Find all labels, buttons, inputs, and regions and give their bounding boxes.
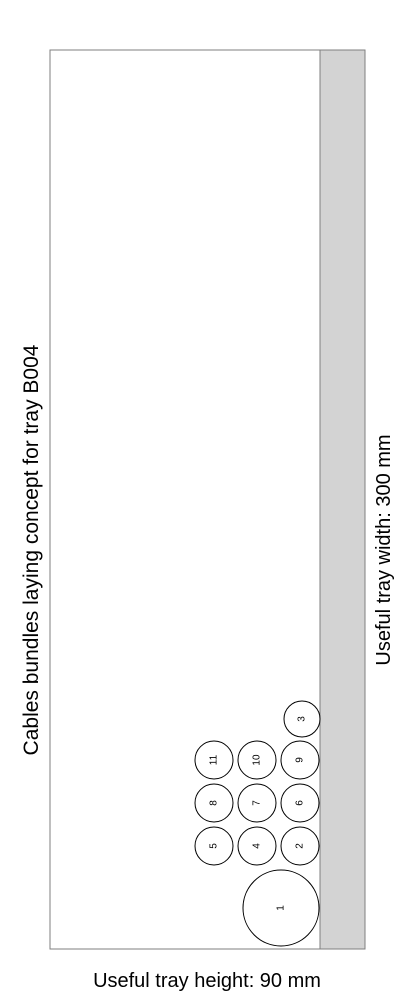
cable-bundle-1: 1 xyxy=(242,869,320,947)
cable-circle xyxy=(194,783,234,823)
diagram-title: Cables bundles laying concept for tray B… xyxy=(20,344,43,755)
cable-circle xyxy=(194,826,234,866)
cable-circle xyxy=(237,826,277,866)
cable-bundle-2: 2 xyxy=(280,826,320,866)
cable-label: 9 xyxy=(295,757,306,763)
cable-bundle-7: 7 xyxy=(237,783,277,823)
cable-circle xyxy=(237,740,277,780)
cable-bundle-10: 10 xyxy=(237,740,277,780)
cable-circle xyxy=(283,700,321,738)
cable-label: 6 xyxy=(295,800,306,806)
cable-bundle-8: 8 xyxy=(194,783,234,823)
tray-floor xyxy=(319,49,366,950)
cable-bundle-5: 5 xyxy=(194,826,234,866)
cable-label: 3 xyxy=(297,716,308,722)
cable-bundle-11: 11 xyxy=(194,740,234,780)
cable-circle xyxy=(242,869,320,947)
tray-height-label: Useful tray height: 90 mm xyxy=(93,970,321,992)
cable-label: 4 xyxy=(252,843,263,849)
cable-bundle-9: 9 xyxy=(280,740,320,780)
cable-label: 11 xyxy=(209,754,220,765)
cable-circle xyxy=(194,740,234,780)
tray-width-label: Useful tray width: 300 mm xyxy=(373,434,395,665)
cable-label: 7 xyxy=(252,800,263,806)
cable-bundle-3: 3 xyxy=(283,700,321,738)
cable-label: 8 xyxy=(209,800,220,806)
cable-label: 10 xyxy=(252,754,263,766)
cable-label: 1 xyxy=(276,905,287,911)
cable-circle xyxy=(280,740,320,780)
cable-bundles: 1 2 3 4 5 6 7 8 9 10 11 xyxy=(194,700,321,947)
cable-circle xyxy=(237,783,277,823)
cable-circle xyxy=(280,826,320,866)
cable-circle xyxy=(280,783,320,823)
cable-label: 2 xyxy=(295,843,306,849)
cable-bundle-6: 6 xyxy=(280,783,320,823)
cable-label: 5 xyxy=(209,843,220,849)
cable-bundle-4: 4 xyxy=(237,826,277,866)
